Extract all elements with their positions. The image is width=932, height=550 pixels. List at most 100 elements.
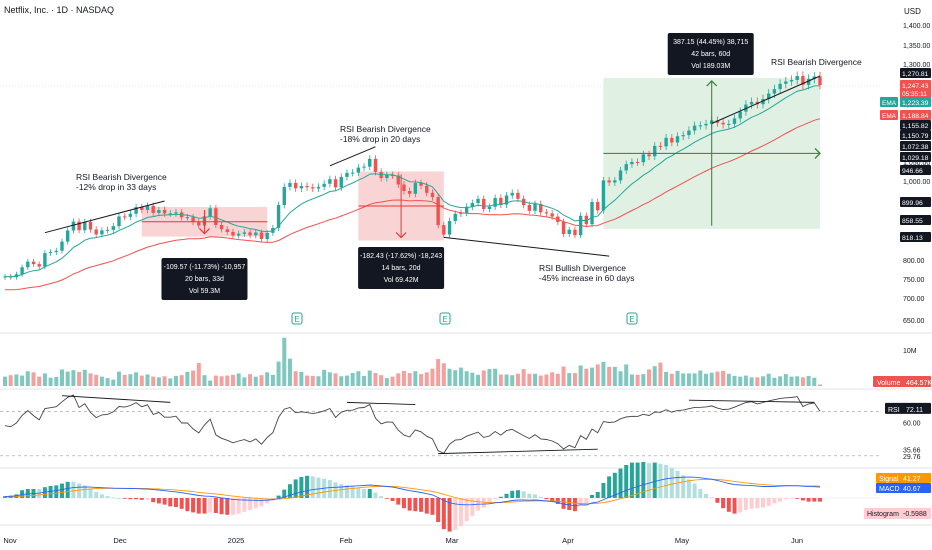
price-label-value: 858.55 (902, 218, 923, 225)
volume-bar (772, 377, 777, 386)
volume-bar (8, 375, 13, 386)
ema-tag-bg (880, 110, 898, 120)
candle-body (459, 212, 463, 214)
macd-value: 40.67 (903, 486, 921, 493)
volume-bar (82, 369, 87, 386)
macd-histogram-bar (350, 486, 355, 498)
macd-histogram-bar (105, 496, 110, 498)
volume-bar (464, 371, 469, 386)
time-axis: Nov Dec 2025 Feb Mar Apr May Jun (3, 536, 803, 545)
price-label-value: 899.96 (902, 200, 923, 207)
macd-histogram-bar (401, 498, 406, 509)
price-trendline-3 (443, 236, 610, 257)
volume-bar (344, 375, 349, 386)
price-axis-tick: 1,350.00 (903, 43, 930, 50)
price-axis-tick: 750.00 (903, 277, 925, 284)
volume-bar (493, 368, 498, 386)
candle-body (601, 180, 606, 211)
macd-histogram-bar (664, 465, 669, 498)
candle-body (704, 123, 708, 126)
macd-histogram-bar (783, 498, 788, 500)
candle-body (584, 215, 589, 225)
candle-body (162, 209, 167, 214)
macd-histogram-bar (202, 498, 207, 514)
candle-body (407, 191, 412, 194)
candle-body (436, 197, 440, 226)
price-label-bg (900, 165, 931, 175)
macd-histogram-bar (669, 468, 674, 498)
macd-histogram-bar (470, 498, 475, 516)
candle-body (191, 217, 195, 223)
volume-bar (145, 374, 150, 386)
macd-histogram-bar (447, 498, 452, 532)
ema-tag: EMA (882, 100, 897, 107)
rsi-value: 72.11 (906, 407, 923, 414)
candle-body (590, 201, 594, 225)
macd-histogram-bar (293, 479, 298, 498)
macd-histogram-bar (772, 498, 777, 504)
macd-histogram-bar (800, 498, 805, 501)
candle-body (77, 221, 81, 231)
volume-bar (686, 373, 691, 386)
candle-body (316, 186, 321, 189)
volume-bar (800, 377, 805, 386)
time-axis-label: Feb (340, 536, 353, 545)
macd-histogram-bar (675, 471, 680, 498)
measure-arrow-3-head (706, 80, 718, 87)
macd-histogram-bar (99, 494, 104, 498)
candle-body (567, 229, 571, 235)
annotation-subtitle: -12% drop in 33 days (76, 182, 156, 192)
volume-bar (795, 376, 800, 386)
divergence-trendlines (44, 75, 821, 257)
candle-body (276, 205, 281, 228)
macd-histogram-bar (327, 480, 332, 498)
price-label-bg (900, 68, 931, 78)
candle-body (134, 207, 138, 214)
price-label-bg (900, 141, 931, 151)
candle-body (71, 221, 76, 231)
candle-body (185, 217, 190, 219)
candle-body (339, 176, 343, 188)
volume-bar (527, 373, 532, 386)
volume-bar (327, 372, 332, 386)
price-axis-tick: 1,300.00 (903, 62, 930, 69)
candle-body (482, 198, 486, 209)
volume-bar (783, 374, 788, 386)
volume-bar (607, 366, 612, 386)
macd-histogram-bar (795, 498, 800, 499)
price-label-value: 1,072.38 (902, 144, 929, 151)
macd-histogram-bar (704, 493, 709, 498)
macd-histogram-bar (681, 475, 686, 498)
volume-bar (413, 371, 418, 386)
volume-bar (470, 372, 475, 386)
volume-bar (544, 374, 549, 386)
candle-body (37, 264, 41, 267)
candle-body (100, 230, 104, 235)
volume-bar (533, 373, 538, 386)
volume-bar (709, 372, 714, 386)
volume-bar (213, 375, 218, 386)
volume-bar (350, 373, 355, 386)
macd-histogram-bar (310, 476, 315, 498)
candle-body (561, 221, 566, 235)
volume-bar (510, 375, 515, 386)
candle-body (533, 203, 537, 211)
candle-body (157, 209, 161, 213)
macd-histogram-bar (230, 498, 235, 515)
candle-body (487, 206, 492, 209)
candle-body (516, 192, 520, 199)
rsi-divergence-line-1 (61, 395, 171, 403)
volume-bar (766, 373, 771, 386)
macd-histogram-bar (94, 492, 99, 498)
macd-histogram-bar (236, 498, 241, 514)
candle-body (396, 175, 400, 185)
volume-bar (407, 373, 412, 386)
macd-histogram-bar (624, 465, 629, 498)
ema-tag: EMA (882, 113, 897, 120)
price-axis: 1,400.001,350.001,300.001,250.001,200.00… (880, 23, 931, 325)
macd-histogram-bar (510, 490, 515, 498)
candle-body (94, 229, 98, 235)
candle-body (111, 226, 115, 230)
volume-bar (481, 370, 486, 386)
